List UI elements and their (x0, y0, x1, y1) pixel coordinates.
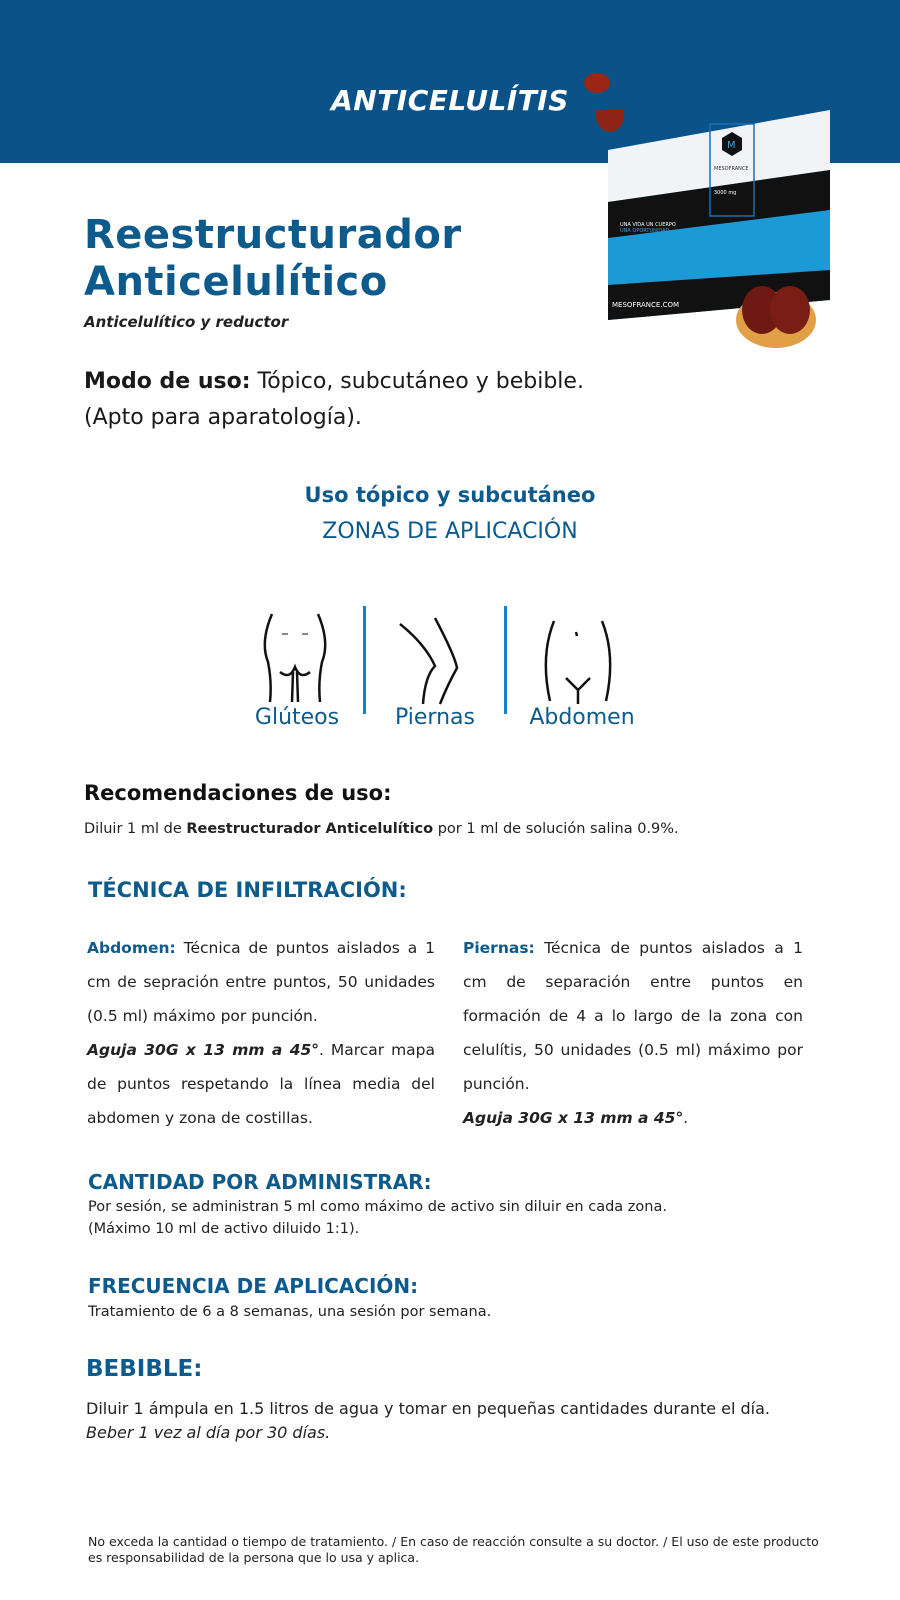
quantity-text: Por sesión, se administran 5 ml como máx… (88, 1199, 667, 1237)
product-subtitle: Anticelulítico y reductor (84, 313, 289, 331)
box-website: MESOFRANCE.COM (612, 301, 679, 309)
abdomen-icon (544, 620, 612, 704)
technique-title: TÉCNICA DE INFILTRACIÓN: (88, 878, 407, 902)
box-slogan1: UNA VIDA UN CUERPO (620, 222, 676, 228)
drinkable-text: Diluir 1 ámpula en 1.5 litros de agua y … (86, 1399, 771, 1442)
technique-abdomen: Abdomen: Técnica de puntos aislados a 1 … (87, 939, 435, 1127)
modo-de-uso: Modo de uso: Tópico, subcutáneo y bebibl… (84, 369, 584, 430)
footer-disclaimer: No exceda la cantidad o tiempo de tratam… (88, 1534, 819, 1565)
product-box-image: M MESOFRANCE 3000 mg UNA VIDA UN CUERPO … (596, 110, 830, 348)
box-dose: 3000 mg (714, 190, 736, 196)
technique-piernas: Piernas: Técnica de puntos aislados a 1 … (463, 939, 803, 1127)
glutes-icon (263, 613, 327, 703)
recommendations-title: Recomendaciones de uso: (84, 781, 392, 805)
box-brand: MESOFRANCE (714, 166, 749, 172)
divider (504, 606, 507, 714)
divider (363, 606, 366, 714)
zones-subtitle: ZONAS DE APLICACIÓN (322, 519, 578, 544)
chestnut-icon (584, 73, 610, 93)
frequency-text: Tratamiento de 6 a 8 semanas, una sesión… (88, 1304, 492, 1320)
legs-icon (399, 617, 459, 705)
drinkable-title: BEBIBLE: (86, 1356, 203, 1382)
frequency-title: FRECUENCIA DE APLICACIÓN: (88, 1274, 419, 1298)
zone-label-piernas: Piernas (395, 705, 475, 730)
product-title: Reestructurador Anticelulítico (84, 212, 462, 305)
box-slogan2: UNA OPORTUNIDAD (620, 228, 670, 234)
svg-text:M: M (727, 140, 736, 151)
zone-label-abdomen: Abdomen (529, 705, 635, 730)
zone-label-gluteos: Glúteos (254, 705, 340, 730)
category-title: ANTICELULÍTIS (331, 84, 569, 117)
zones-title: Uso tópico y subcutáneo (304, 483, 596, 507)
recommendations-text: Diluir 1 ml de Reestructurador Anticelul… (84, 821, 679, 837)
quantity-title: CANTIDAD POR ADMINISTRAR: (88, 1170, 432, 1194)
